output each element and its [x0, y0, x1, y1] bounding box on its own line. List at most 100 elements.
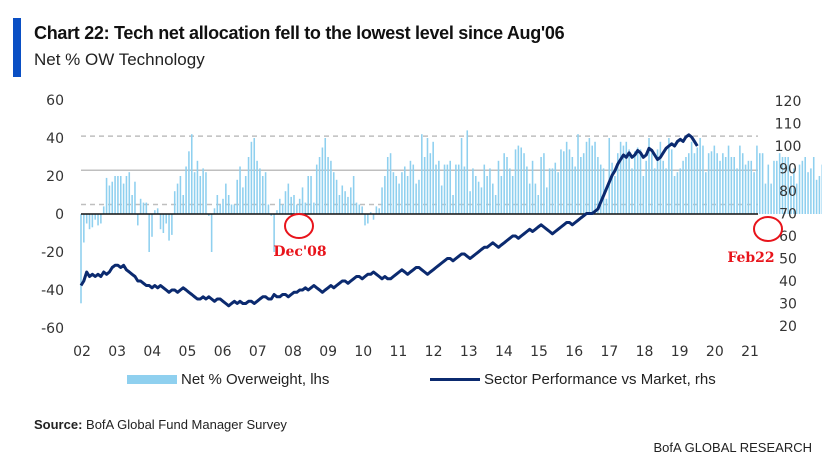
bar — [543, 153, 545, 214]
bar — [298, 198, 301, 214]
bar — [537, 195, 540, 214]
y-tick-right: 110 — [775, 117, 802, 133]
bar — [756, 145, 758, 214]
bar — [202, 168, 204, 214]
bar — [426, 138, 429, 214]
x-tick: 13 — [460, 344, 478, 360]
bar — [225, 183, 227, 214]
bar — [489, 168, 491, 214]
bar — [270, 214, 273, 216]
bar — [259, 168, 261, 214]
bar — [571, 157, 574, 214]
bar — [114, 176, 116, 214]
bar — [727, 145, 730, 214]
bar — [423, 157, 426, 214]
bar — [739, 145, 741, 214]
bar — [253, 138, 256, 214]
bar — [83, 214, 85, 243]
y-tick-left: -20 — [41, 245, 64, 261]
bar — [108, 185, 111, 214]
bar — [279, 198, 281, 214]
x-tick: 17 — [600, 344, 618, 360]
bar — [631, 168, 633, 214]
bar — [744, 164, 747, 214]
bar — [403, 166, 406, 214]
bar — [293, 195, 295, 214]
bar — [565, 141, 568, 214]
bar — [722, 153, 724, 214]
bar — [563, 151, 565, 214]
bar — [514, 149, 517, 214]
source-note: Source: BofA Global Fund Manager Survey — [34, 417, 287, 432]
bar — [381, 187, 383, 214]
bar — [483, 164, 486, 214]
bar — [645, 160, 647, 214]
bar — [705, 172, 707, 214]
x-tick: 21 — [741, 344, 759, 360]
bar — [577, 134, 579, 214]
bar — [242, 187, 244, 214]
bar — [85, 214, 88, 224]
bar — [452, 195, 454, 214]
bar — [494, 195, 497, 214]
bar — [173, 191, 176, 214]
bar — [506, 157, 508, 214]
bar — [287, 183, 290, 214]
bar — [389, 153, 392, 214]
bar — [256, 160, 258, 214]
bar — [625, 141, 628, 214]
bar — [222, 198, 224, 214]
x-tick: 18 — [636, 344, 654, 360]
bar — [778, 153, 781, 214]
bar — [94, 214, 96, 220]
bar — [517, 145, 520, 214]
bar — [119, 176, 122, 214]
bar — [145, 202, 148, 214]
bar — [233, 204, 236, 214]
bar — [463, 166, 466, 214]
bar — [364, 214, 366, 226]
bar — [125, 176, 128, 214]
bar — [665, 168, 667, 214]
bar — [171, 214, 173, 235]
bar — [168, 214, 170, 241]
bar — [438, 160, 440, 214]
bar — [122, 183, 125, 214]
bar — [815, 179, 818, 214]
bar — [230, 204, 233, 214]
bar — [111, 181, 114, 214]
bar — [154, 210, 156, 214]
legend-label-line: Sector Performance vs Market, rhs — [484, 371, 716, 388]
bar — [545, 187, 548, 214]
y-tick-left: 0 — [55, 207, 64, 223]
bar — [776, 160, 778, 214]
bar — [406, 176, 409, 214]
bar — [551, 168, 554, 214]
bar — [372, 214, 375, 220]
bar — [730, 157, 733, 214]
bar — [352, 176, 355, 214]
bar — [614, 176, 616, 214]
bar — [429, 153, 432, 214]
bar — [634, 151, 636, 214]
y-tick-left: -60 — [41, 321, 64, 337]
bar — [284, 191, 287, 214]
bar — [455, 164, 457, 214]
bar — [679, 168, 682, 214]
bar — [790, 176, 792, 214]
bar — [724, 157, 727, 214]
legend-swatch-line — [430, 378, 480, 381]
y-tick-right: 60 — [779, 229, 797, 245]
bar — [205, 172, 207, 214]
y-tick-right: 100 — [775, 139, 802, 155]
bar — [219, 204, 221, 214]
bar — [580, 157, 582, 214]
bar — [486, 176, 488, 214]
legend-swatch-bars — [127, 375, 177, 384]
bar — [335, 179, 338, 214]
bar — [662, 160, 664, 214]
x-tick: 09 — [319, 344, 337, 360]
bar — [682, 160, 684, 214]
bar — [798, 164, 801, 214]
bar — [190, 134, 193, 214]
